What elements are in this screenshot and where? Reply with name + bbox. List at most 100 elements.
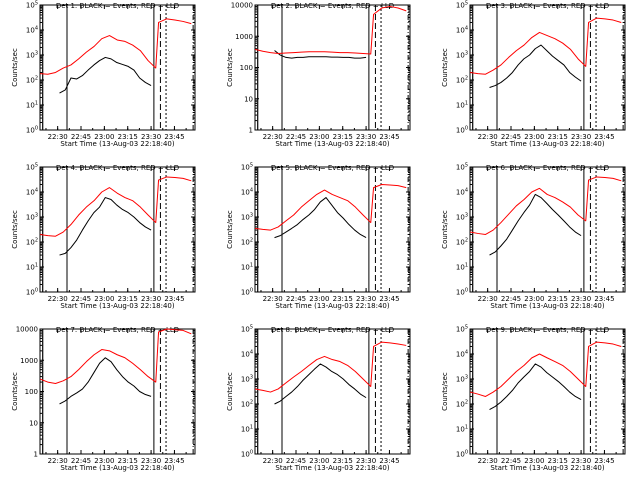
x-tick-label: 22:45: [501, 295, 521, 303]
x-tick-label: 22:45: [71, 457, 91, 465]
y-tick-label: 104: [26, 26, 38, 35]
y-tick-label: 1000: [235, 33, 253, 41]
y-tick-label: 1: [34, 451, 38, 459]
y-tick-label: 1: [249, 127, 253, 135]
y-tick-exponent: 1: [250, 425, 253, 431]
x-tick-label: 23:30: [356, 133, 376, 141]
x-tick-label: 23:30: [571, 295, 591, 303]
y-tick-label: 105: [456, 325, 468, 334]
events-series-line: [59, 357, 152, 405]
x-tick-label: 23:45: [379, 295, 399, 303]
x-tick-label: 22:30: [478, 295, 498, 303]
x-tick-label: 23:00: [94, 133, 114, 141]
x-tick-label: 23:15: [548, 133, 568, 141]
x-tick-label: 22:30: [48, 133, 68, 141]
x-tick-label: 23:45: [594, 295, 614, 303]
chart-panel-7: Det 7: BLACK = Events, RED = LLD 1 10 100 10…: [11, 326, 196, 472]
chart-panel-9: Det 9: BLACK = Events, RED = LLD10010110…: [441, 325, 626, 472]
plot-frame: [254, 166, 411, 293]
x-tick-label: 22:45: [71, 295, 91, 303]
plot-frame: [39, 4, 196, 131]
y-axis-label: Counts/sec: [441, 48, 449, 87]
y-tick-label: 105: [456, 1, 468, 10]
y-tick-exponent: 2: [250, 238, 253, 244]
x-tick-label: 22:45: [501, 457, 521, 465]
lld-series-line: [254, 5, 407, 55]
y-tick-label: 100: [241, 288, 253, 297]
x-tick-label: 22:45: [501, 133, 521, 141]
events-series-line: [59, 197, 152, 256]
y-tick-exponent: 0: [465, 450, 468, 456]
y-tick-exponent: 0: [465, 288, 468, 294]
x-tick-label: 23:15: [333, 457, 353, 465]
x-axis-label: Start Time (13-Aug-03 22:18:40): [490, 302, 604, 310]
plot-frame: [469, 4, 626, 131]
chart-panel-4: Det 4: BLACK = Events, RED = LLD10010110…: [11, 163, 196, 310]
lld-series-line: [470, 17, 622, 75]
y-tick-exponent: 3: [465, 375, 468, 381]
lld-series-line: [40, 18, 192, 75]
x-tick-label: 23:30: [571, 133, 591, 141]
y-tick-exponent: 4: [465, 350, 468, 356]
y-tick-exponent: 4: [35, 26, 38, 32]
y-tick-label: 10000: [16, 326, 38, 334]
y-tick-label: 102: [456, 400, 468, 409]
x-tick-label: 23:45: [164, 295, 184, 303]
x-axis-label: Start Time (13-Aug-03 22:18:40): [490, 464, 604, 472]
x-axis-label: Start Time (13-Aug-03 22:18:40): [60, 464, 174, 472]
y-tick-label: 103: [456, 375, 468, 384]
x-axis-label: Start Time (13-Aug-03 22:18:40): [275, 140, 389, 148]
y-tick-label: 101: [456, 263, 468, 272]
x-tick-label: 22:30: [48, 295, 68, 303]
y-tick-exponent: 3: [465, 213, 468, 219]
y-tick-label: 103: [26, 213, 38, 222]
x-tick-label: 23:45: [379, 457, 399, 465]
x-tick-label: 22:30: [263, 295, 283, 303]
y-tick-label: 104: [456, 188, 468, 197]
y-tick-label: 102: [26, 238, 38, 247]
y-tick-exponent: 2: [35, 238, 38, 244]
x-tick-label: 23:45: [164, 133, 184, 141]
x-tick-label: 23:30: [356, 457, 376, 465]
y-axis-label: Counts/sec: [11, 210, 19, 249]
y-tick-exponent: 0: [250, 450, 253, 456]
chart-title: Det 2: BLACK = Events, RED = LLD: [271, 2, 394, 10]
events-series-line: [59, 56, 152, 94]
x-tick-label: 23:15: [333, 295, 353, 303]
y-tick-exponent: 5: [250, 325, 253, 331]
plot-frame: [39, 166, 196, 293]
y-tick-exponent: 2: [465, 400, 468, 406]
y-tick-label: 101: [26, 101, 38, 110]
chart-title: Det 7: BLACK = Events, RED = LLD: [56, 326, 179, 334]
chart-panel-1: Det 1: BLACK = Events, RED = LLD10010110…: [11, 1, 196, 148]
y-tick-label: 100: [456, 450, 468, 459]
y-tick-exponent: 1: [465, 425, 468, 431]
y-tick-exponent: 0: [250, 288, 253, 294]
y-tick-exponent: 4: [465, 26, 468, 32]
y-tick-exponent: 3: [35, 213, 38, 219]
y-axis-label: Counts/sec: [226, 210, 234, 249]
events-series-line: [274, 50, 367, 59]
y-tick-label: 104: [241, 350, 253, 359]
y-axis-label: Counts/sec: [441, 210, 449, 249]
y-tick-exponent: 4: [250, 350, 253, 356]
y-tick-label: 102: [456, 76, 468, 85]
y-tick-label: 105: [26, 163, 38, 172]
x-tick-label: 23:45: [379, 133, 399, 141]
y-tick-exponent: 4: [465, 188, 468, 194]
x-tick-label: 23:15: [548, 457, 568, 465]
x-tick-label: 23:00: [94, 295, 114, 303]
chart-title: Det 9: BLACK = Events, RED = LLD: [486, 326, 609, 334]
y-tick-exponent: 0: [35, 288, 38, 294]
x-tick-label: 23:00: [94, 457, 114, 465]
y-tick-exponent: 3: [250, 213, 253, 219]
x-tick-label: 23:00: [524, 133, 544, 141]
plot-frame: [254, 4, 411, 131]
x-tick-label: 23:00: [309, 457, 329, 465]
y-tick-exponent: 5: [465, 1, 468, 7]
x-tick-label: 22:30: [263, 457, 283, 465]
x-tick-label: 23:30: [141, 133, 161, 141]
y-tick-exponent: 3: [250, 375, 253, 381]
x-axis-label: Start Time (13-Aug-03 22:18:40): [490, 140, 604, 148]
